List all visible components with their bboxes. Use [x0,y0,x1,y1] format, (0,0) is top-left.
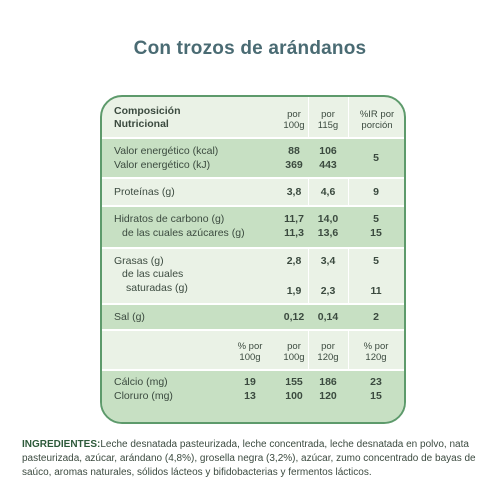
energy-ir: 5 [373,152,379,164]
minerals-header-per-100g: por 100g [283,341,305,363]
saturated-portion: 2,3 [320,285,336,297]
ingredients-heading: INGREDIENTES: [22,439,101,450]
energy-kj-100g: 369 [285,159,303,171]
minerals-header-per-120g: por 120g [317,341,339,363]
energy-kj-portion: 443 [319,159,337,171]
saturated-label-2: saturadas (g) [126,282,188,294]
nutrition-table: Composición Nutricional por 100g por 115g … [100,95,406,424]
table-row-carbs: Hidratos de carbono (g) de las cuales az… [102,205,404,247]
protein-portion: 4,6 [320,186,336,198]
calcium-120g: 186 [319,376,337,388]
sugars-portion: 13,6 [317,227,339,239]
ingredients-text: INGREDIENTES:Leche desnatada pasteurizad… [22,438,482,480]
header-label: Composición Nutricional [114,105,181,130]
product-title: Con trozos de arándanos [133,38,367,59]
energy-kj-label: Valor energético (kJ) [114,159,211,171]
salt-portion: 0,14 [317,311,339,323]
carbs-portion: 14,0 [317,213,339,225]
table-row-fat: Grasas (g) de las cuales saturadas (g) 2… [102,247,404,303]
salt-ir: 2 [373,311,379,323]
sugars-ir: 15 [370,227,382,239]
fat-portion: 3,4 [320,255,336,267]
fat-label: Grasas (g) [114,255,164,267]
header-per-100g: por 100g [283,109,305,131]
table-row-energy: Valor energético (kcal) Valor energético… [102,137,404,177]
minerals-header-row: % por 100g por 100g por 120g % por 120g [102,329,404,369]
sugars-100g: 11,3 [284,227,304,239]
protein-100g: 3,8 [286,186,302,198]
table-row-protein: Proteínas (g) 3,8 4,6 9 [102,177,404,205]
chloride-pct: 15 [370,390,382,402]
column-divider [308,97,309,422]
fat-100g: 2,8 [286,255,302,267]
table-row-salt: Sal (g) 0,12 0,14 2 [102,303,404,329]
minerals-header-pct-120g: % por 120g [363,341,389,363]
saturated-ir: 11 [370,285,382,297]
saturated-label-1: de las cuales [122,268,184,280]
sugars-label: de las cuales azúcares (g) [122,227,245,239]
chloride-pct-100g: 13 [244,390,256,402]
column-divider [348,97,349,422]
chloride-100g: 100 [285,390,303,402]
energy-kcal-portion: 106 [319,145,337,157]
table-header-row: Composición Nutricional por 100g por 115g … [102,97,404,137]
chloride-120g: 120 [319,390,337,402]
carbs-100g: 11,7 [284,213,304,225]
fat-ir: 5 [373,255,379,267]
energy-kcal-100g: 88 [288,145,300,157]
calcium-label: Cálcio (mg) [114,376,168,388]
minerals-header-pct-100g: % por 100g [237,341,263,363]
salt-100g: 0,12 [283,311,305,323]
calcium-pct-100g: 19 [244,376,256,388]
calcium-100g: 155 [285,376,303,388]
table-row-minerals: Cálcio (mg) Cloruro (mg) 19 13 155 100 1… [102,369,404,422]
ingredients-list: Leche desnatada pasteurizada, leche conc… [22,439,476,478]
header-ir-portion: %IR por porción [359,109,395,131]
header-per-115g: por 115g [317,109,339,131]
calcium-pct: 23 [370,376,382,388]
chloride-label: Cloruro (mg) [114,390,173,402]
carbs-ir: 5 [373,213,379,225]
saturated-100g: 1,9 [286,285,302,297]
protein-ir: 9 [373,186,379,198]
energy-kcal-label: Valor energético (kcal) [114,145,219,157]
protein-label: Proteínas (g) [114,186,175,198]
carbs-label: Hidratos de carbono (g) [114,213,225,225]
salt-label: Sal (g) [114,311,145,323]
